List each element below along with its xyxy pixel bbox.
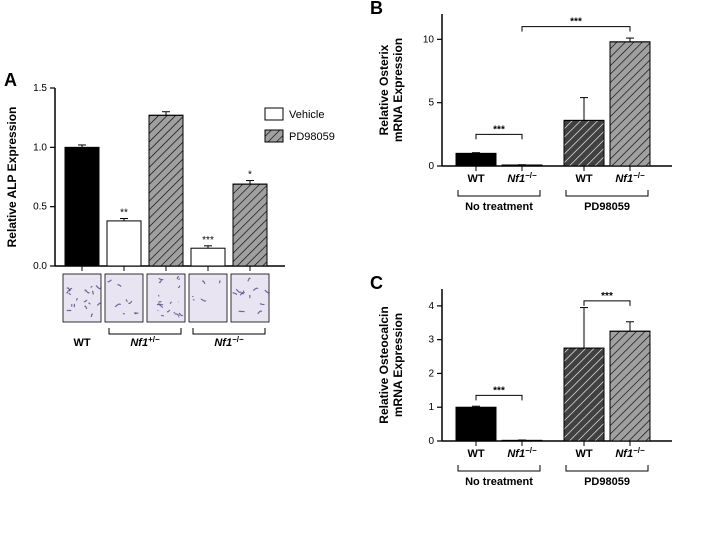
svg-text:Nf1−/−: Nf1−/− [615,171,645,186]
panel-b: B 0 5 10 Relative OsterixmRNA Expression WT N… [370,0,710,260]
panel-a-label: A [4,70,17,91]
svg-text:**: ** [120,208,128,219]
svg-text:Nf1+/−: Nf1+/− [130,335,160,350]
panel-c-label: C [370,273,383,294]
panel-c-chart: 0 1 2 3 4 Relative OsteocalcinmRNA Expression… [370,275,710,535]
svg-text:*: * [248,170,252,181]
svg-text:WT: WT [467,448,484,460]
svg-text:WT: WT [73,337,90,349]
svg-text:10: 10 [423,34,435,45]
svg-text:0: 0 [428,436,434,447]
panel-a-chart: 0.00.51.01.5Relative ALP Expression*****… [0,70,360,430]
svg-text:PD98059: PD98059 [289,131,335,143]
svg-text:1.0: 1.0 [33,142,47,153]
svg-text:Vehicle: Vehicle [289,109,324,121]
svg-text:No treatment: No treatment [465,201,533,213]
svg-text:WT: WT [575,448,592,460]
panel-a: A 0.00.51.01.5Relative ALP Expression***… [0,70,360,430]
svg-text:Relative ALP Expression: Relative ALP Expression [5,107,19,248]
svg-text:***: *** [493,385,505,396]
svg-text:0: 0 [428,161,434,172]
svg-text:PD98059: PD98059 [584,476,630,488]
svg-text:Relative Osteocalcin: Relative Osteocalcin [377,306,391,423]
svg-text:Nf1−/−: Nf1−/− [507,171,537,186]
svg-text:0.5: 0.5 [33,202,47,213]
svg-text:PD98059: PD98059 [584,201,630,213]
svg-text:WT: WT [467,173,484,185]
svg-text:Nf1−/−: Nf1−/− [615,446,645,461]
panel-c: C 0 1 2 3 4 Relative OsteocalcinmRNA Expressi… [370,275,710,535]
svg-text:1.5: 1.5 [33,83,47,94]
svg-text:3: 3 [428,335,434,346]
panel-b-chart: 0 5 10 Relative OsterixmRNA Expression WT Nf1… [370,0,710,260]
panel-b-label: B [370,0,383,19]
svg-text:No treatment: No treatment [465,476,533,488]
svg-text:***: *** [601,291,613,302]
svg-text:4: 4 [428,301,434,312]
svg-text:mRNA Expression: mRNA Expression [391,38,405,142]
svg-text:0.0: 0.0 [33,261,47,272]
svg-text:***: *** [570,17,582,28]
svg-text:***: *** [202,235,214,246]
svg-text:WT: WT [575,173,592,185]
svg-text:***: *** [493,124,505,135]
svg-text:Relative Osterix: Relative Osterix [377,44,391,135]
svg-text:5: 5 [428,98,434,109]
svg-text:Nf1−/−: Nf1−/− [214,335,244,350]
svg-text:1: 1 [428,402,434,413]
svg-text:mRNA Expression: mRNA Expression [391,313,405,417]
svg-text:2: 2 [428,368,434,379]
svg-text:Nf1−/−: Nf1−/− [507,446,537,461]
